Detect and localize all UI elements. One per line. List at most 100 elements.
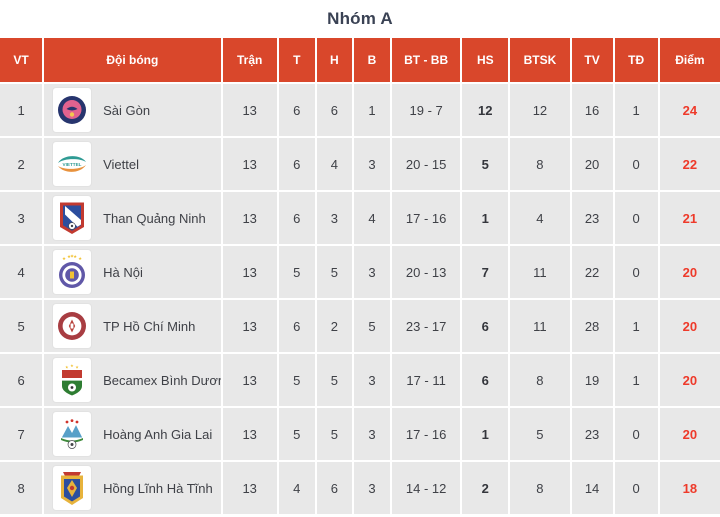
cell-wins: 5: [278, 354, 315, 406]
cell-draws: 5: [316, 408, 352, 460]
cell-matches: 13: [222, 462, 277, 514]
svg-text:★: ★: [78, 256, 82, 261]
cell-points: 24: [659, 84, 720, 136]
svg-text:★: ★: [67, 254, 71, 259]
cell-wins: 5: [278, 246, 315, 298]
cell-draws: 6: [316, 84, 352, 136]
team-cell: ★ ★ ★ ★ ★ Hà Nội: [44, 246, 221, 298]
team-name: Viettel: [103, 156, 140, 172]
cell-points: 20: [659, 354, 720, 406]
cell-position: 5: [0, 300, 43, 352]
team-cell: ★ ★ ★ Becamex Bình Dương: [44, 354, 221, 406]
table-row: 2 VIETTEL Viettel 13 6: [0, 138, 720, 190]
col-header-tv: TV: [571, 38, 613, 82]
team-name: Than Quảng Ninh: [103, 210, 206, 226]
table-row: 5 TP Hồ Chí Minh: [0, 300, 720, 352]
cell-td: 1: [614, 354, 658, 406]
table-row: 4 ★ ★ ★ ★ ★: [0, 246, 720, 298]
team-name: TP Hồ Chí Minh: [103, 318, 196, 334]
than-quang-ninh-badge-icon: [52, 195, 93, 241]
team-cell: Hoàng Anh Gia Lai: [44, 408, 221, 460]
cell-wins: 6: [278, 300, 315, 352]
team-name: Hà Nội: [103, 264, 143, 280]
cell-goal-diff: 1: [462, 408, 509, 460]
team-name: Hồng Lĩnh Hà Tĩnh: [103, 480, 213, 496]
cell-matches: 13: [222, 408, 277, 460]
cell-tv: 22: [571, 246, 613, 298]
table-row: 3 Than Quảng Ninh: [0, 192, 720, 244]
ha-noi-badge-icon: ★ ★ ★ ★ ★: [52, 249, 93, 295]
col-header-wins: T: [278, 38, 315, 82]
cell-losses: 4: [353, 192, 391, 244]
cell-btsk: 8: [510, 138, 570, 190]
cell-position: 3: [0, 192, 43, 244]
cell-td: 1: [614, 84, 658, 136]
cell-tv: 19: [571, 354, 613, 406]
cell-position: 8: [0, 462, 43, 514]
cell-points: 20: [659, 246, 720, 298]
team-cell: VIETTEL Viettel: [44, 138, 221, 190]
col-header-points: Điểm: [659, 38, 720, 82]
cell-btsk: 8: [510, 462, 570, 514]
col-header-losses: B: [353, 38, 391, 82]
cell-goals: 14 - 12: [392, 462, 461, 514]
header-row: VT Đội bóng Trận T H B BT - BB HS BTSK T…: [0, 38, 720, 82]
becamex-binh-duong-badge-icon: ★ ★ ★: [52, 357, 93, 403]
standings-table: VT Đội bóng Trận T H B BT - BB HS BTSK T…: [0, 36, 720, 516]
svg-text:★: ★: [65, 365, 69, 370]
cell-matches: 13: [222, 300, 277, 352]
cell-btsk: 11: [510, 300, 570, 352]
team-cell: Than Quảng Ninh: [44, 192, 221, 244]
cell-tv: 20: [571, 138, 613, 190]
cell-goal-diff: 6: [462, 354, 509, 406]
table-row: 6 ★ ★ ★: [0, 354, 720, 406]
cell-goal-diff: 2: [462, 462, 509, 514]
sai-gon-badge-icon: [52, 87, 93, 133]
cell-wins: 6: [278, 192, 315, 244]
svg-text:★: ★: [70, 254, 74, 259]
cell-td: 0: [614, 462, 658, 514]
cell-draws: 3: [316, 192, 352, 244]
table-row: 7: [0, 408, 720, 460]
hong-linh-ha-tinh-badge-icon: [52, 465, 93, 511]
cell-td: 0: [614, 246, 658, 298]
cell-draws: 4: [316, 138, 352, 190]
cell-goals: 20 - 15: [392, 138, 461, 190]
cell-points: 22: [659, 138, 720, 190]
cell-points: 20: [659, 408, 720, 460]
hoang-anh-gia-lai-badge-icon: [52, 411, 93, 457]
svg-text:VIETTEL: VIETTEL: [63, 162, 82, 167]
cell-matches: 13: [222, 246, 277, 298]
cell-position: 7: [0, 408, 43, 460]
cell-goals: 19 - 7: [392, 84, 461, 136]
team-name: Becamex Bình Dương: [103, 372, 221, 388]
table-row: 1 Sài Gòn 13: [0, 84, 720, 136]
svg-text:★: ★: [75, 365, 79, 370]
cell-losses: 3: [353, 138, 391, 190]
cell-wins: 6: [278, 84, 315, 136]
cell-td: 0: [614, 192, 658, 244]
cell-td: 0: [614, 138, 658, 190]
cell-points: 20: [659, 300, 720, 352]
tp-ho-chi-minh-badge-icon: [52, 303, 93, 349]
cell-btsk: 8: [510, 354, 570, 406]
col-header-goal-diff: HS: [462, 38, 509, 82]
cell-losses: 3: [353, 354, 391, 406]
cell-wins: 6: [278, 138, 315, 190]
cell-tv: 28: [571, 300, 613, 352]
col-header-goals: BT - BB: [392, 38, 461, 82]
cell-btsk: 11: [510, 246, 570, 298]
cell-draws: 5: [316, 354, 352, 406]
col-header-position: VT: [0, 38, 43, 82]
svg-text:★: ★: [62, 256, 66, 261]
cell-points: 18: [659, 462, 720, 514]
cell-goal-diff: 5: [462, 138, 509, 190]
cell-tv: 23: [571, 408, 613, 460]
cell-losses: 1: [353, 84, 391, 136]
cell-btsk: 12: [510, 84, 570, 136]
cell-position: 6: [0, 354, 43, 406]
cell-goals: 23 - 17: [392, 300, 461, 352]
col-header-matches: Trận: [222, 38, 277, 82]
cell-losses: 3: [353, 246, 391, 298]
